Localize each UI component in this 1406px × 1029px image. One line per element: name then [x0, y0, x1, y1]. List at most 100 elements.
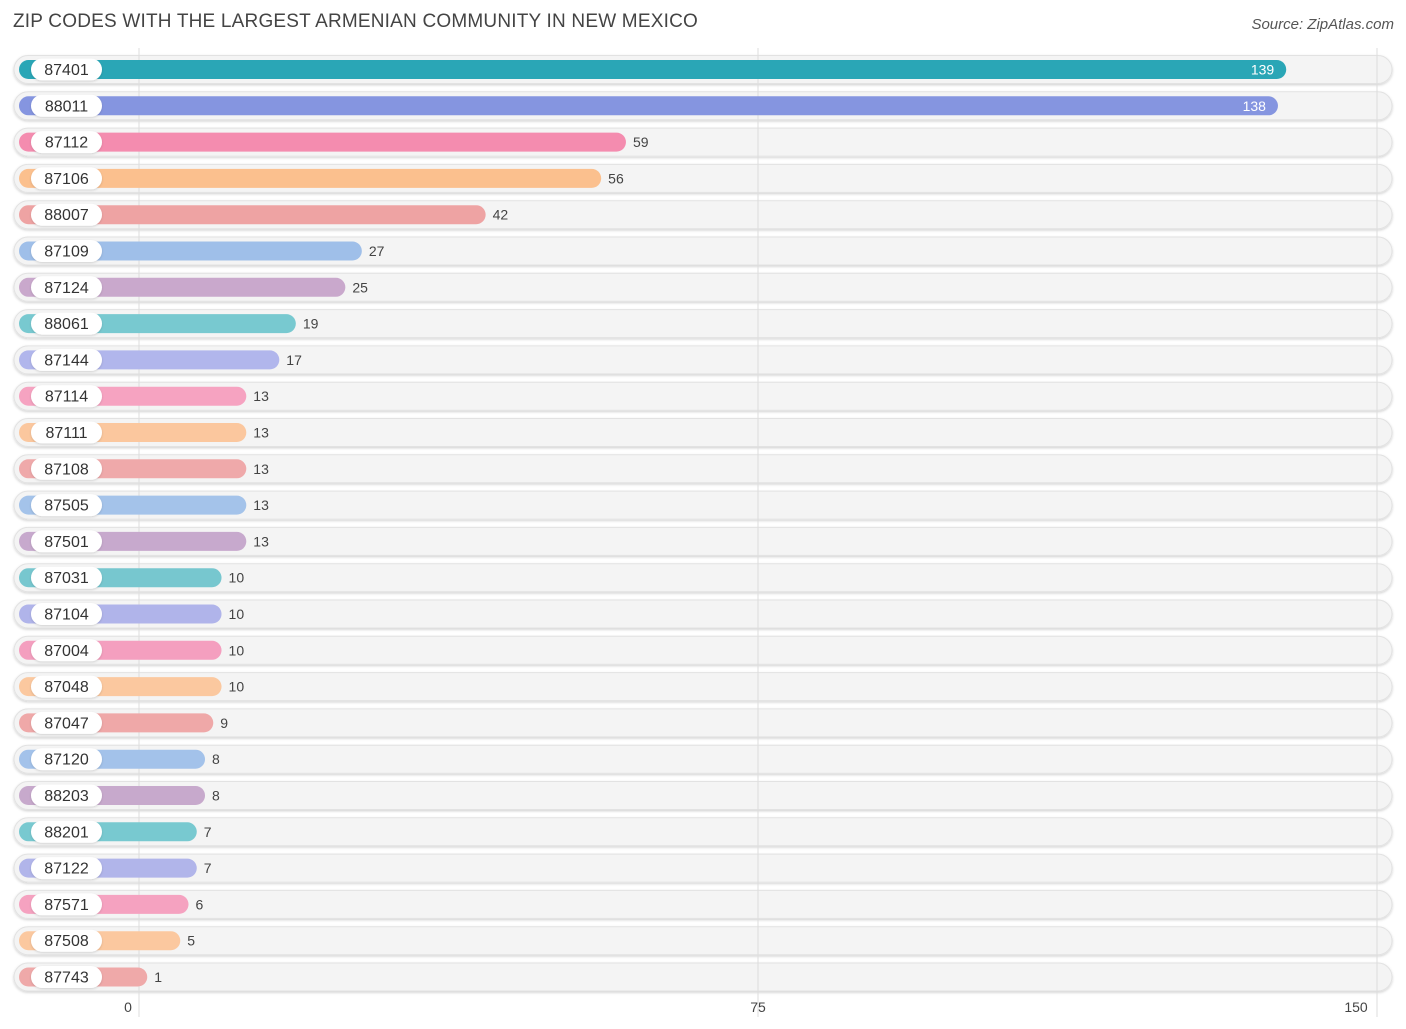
x-tick-label: 150 — [1344, 999, 1368, 1015]
value-label: 13 — [253, 425, 269, 441]
value-label: 19 — [303, 316, 319, 332]
category-pill — [31, 675, 102, 698]
category-label: 88007 — [44, 207, 89, 224]
value-label: 10 — [229, 606, 245, 622]
category-label: 87031 — [44, 570, 89, 587]
category-pill — [31, 711, 102, 734]
value-label: 13 — [253, 388, 269, 404]
category-pill — [31, 857, 102, 880]
value-label: 1 — [154, 969, 162, 985]
category-pill — [31, 929, 102, 952]
category-pill — [31, 94, 102, 117]
category-pill — [31, 276, 102, 299]
value-label: 42 — [493, 207, 509, 223]
category-pill — [31, 966, 102, 988]
row-track — [13, 926, 1393, 956]
bar — [19, 132, 626, 152]
value-label: 27 — [369, 243, 385, 259]
row-track — [13, 817, 1393, 847]
row-track — [13, 889, 1393, 919]
category-label: 87048 — [44, 679, 89, 696]
category-pill — [31, 312, 102, 335]
x-axis-ticks: 0 75 150 — [124, 999, 1368, 1015]
value-label: 25 — [352, 279, 368, 295]
category-label: 87508 — [44, 933, 89, 950]
category-label: 88201 — [44, 824, 89, 841]
value-label: 13 — [253, 497, 269, 513]
category-pill — [31, 457, 102, 480]
row-track — [13, 418, 1393, 447]
category-pill — [31, 820, 102, 843]
row-labels: 87401 88011 87112 87106 88007 87109 87124 88061… — [31, 58, 102, 988]
category-pill — [31, 131, 102, 154]
category-pill — [31, 530, 102, 553]
category-label: 87124 — [44, 280, 89, 297]
category-label: 87112 — [45, 135, 88, 152]
category-label: 87106 — [44, 171, 89, 188]
value-label: 8 — [212, 751, 220, 767]
row-track — [13, 781, 1393, 810]
chart-title: ZIP CODES WITH THE LARGEST ARMENIAN COMM… — [13, 11, 698, 32]
row-track — [13, 454, 1393, 484]
category-label: 87104 — [44, 607, 89, 624]
row-track — [13, 708, 1393, 738]
category-label: 87114 — [45, 389, 88, 406]
category-label: 87120 — [44, 752, 89, 769]
row-track — [13, 526, 1393, 556]
row-track — [13, 744, 1393, 774]
category-pill — [31, 566, 102, 589]
category-label: 87109 — [44, 244, 89, 261]
category-pill — [31, 639, 102, 662]
category-label: 87401 — [44, 62, 89, 79]
bars — [19, 60, 1287, 987]
row-tracks — [13, 55, 1393, 992]
value-label: 59 — [633, 134, 649, 150]
value-label: 13 — [253, 533, 269, 549]
category-label: 87004 — [44, 643, 89, 660]
category-label: 87111 — [45, 425, 87, 442]
value-label: 138 — [1243, 98, 1267, 114]
category-label: 87505 — [44, 498, 89, 515]
source-note: Source: ZipAtlas.com — [1251, 16, 1394, 33]
row-track — [13, 345, 1393, 375]
row-track — [13, 853, 1393, 883]
value-label: 56 — [608, 170, 624, 186]
value-label: 10 — [229, 642, 245, 658]
category-pill — [31, 784, 102, 807]
category-label: 88011 — [45, 98, 88, 115]
bar — [19, 96, 1278, 116]
value-label: 7 — [204, 824, 212, 840]
value-label: 139 — [1251, 62, 1275, 78]
row-track — [13, 309, 1393, 339]
category-label: 87122 — [44, 861, 89, 878]
row-track — [13, 490, 1393, 520]
row-track — [13, 563, 1393, 593]
value-label: 10 — [229, 570, 245, 586]
category-label: 87571 — [44, 897, 89, 914]
category-label: 88203 — [44, 788, 89, 805]
row-track — [13, 672, 1393, 702]
category-pill — [31, 494, 102, 517]
category-label: 87047 — [44, 715, 89, 732]
category-pill — [31, 385, 102, 408]
category-pill — [31, 240, 102, 262]
category-pill — [31, 348, 102, 371]
category-label: 87144 — [44, 352, 89, 369]
category-pill — [31, 167, 102, 190]
value-label: 13 — [253, 461, 269, 477]
category-pill — [31, 748, 102, 771]
row-track — [13, 381, 1393, 411]
category-label: 87743 — [44, 970, 89, 987]
category-pill — [31, 421, 102, 444]
value-label: 5 — [187, 933, 195, 949]
bar — [19, 205, 486, 225]
row-track — [13, 599, 1393, 629]
value-label: 10 — [229, 679, 245, 695]
row-track — [13, 635, 1393, 665]
category-pill — [31, 603, 102, 625]
value-label: 8 — [212, 788, 220, 804]
value-label: 17 — [286, 352, 302, 368]
category-pill — [31, 893, 102, 916]
row-track — [13, 272, 1393, 302]
